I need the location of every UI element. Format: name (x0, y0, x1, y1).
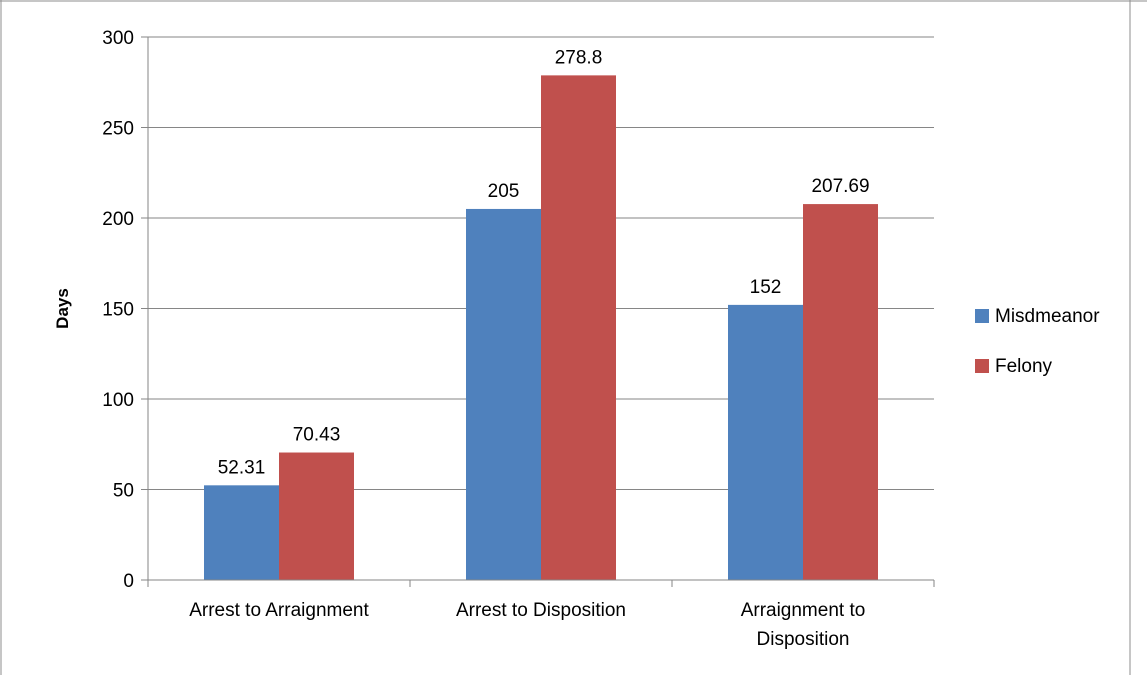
legend: Misdmeanor Felony (975, 306, 1100, 377)
legend-label: Misdmeanor (995, 306, 1100, 327)
bar-misdmeanor (466, 208, 541, 580)
labels: 52.31 205 152 70.43 278.8 207.69 Arrest to Arr… (53, 47, 870, 650)
bar-felony (279, 452, 354, 580)
bar-felony (541, 75, 616, 580)
y-tick-label: 50 (113, 481, 134, 502)
y-tick-label: 300 (102, 28, 134, 49)
y-tick-label: 150 (102, 300, 134, 321)
data-label: 207.69 (811, 176, 869, 197)
data-label: 70.43 (293, 425, 341, 446)
x-category-label: Arrest to Disposition (456, 600, 626, 621)
y-axis-title: Days (53, 288, 72, 329)
bar-felony (803, 204, 878, 580)
y-tick-label: 200 (102, 209, 134, 230)
data-label: 152 (750, 277, 782, 298)
bar-misdmeanor (728, 304, 803, 580)
y-tick-label: 100 (102, 390, 134, 411)
axes: 0 50 100 150 200 250 300 (102, 28, 935, 592)
data-label: 278.8 (555, 47, 603, 68)
legend-label: Felony (995, 356, 1053, 377)
y-tick-label: 250 (102, 119, 134, 140)
data-label: 205 (488, 181, 520, 202)
bars (204, 75, 878, 580)
data-label: 52.31 (218, 457, 266, 478)
y-tick-label: 0 (123, 571, 134, 592)
x-category-label: Arrest to Arraignment (189, 600, 369, 621)
legend-swatch-felony (975, 359, 989, 373)
bar-misdmeanor (204, 485, 279, 580)
x-category-label: Arraignment to Disposition (741, 600, 866, 650)
legend-swatch-misdmeanor (975, 309, 989, 323)
